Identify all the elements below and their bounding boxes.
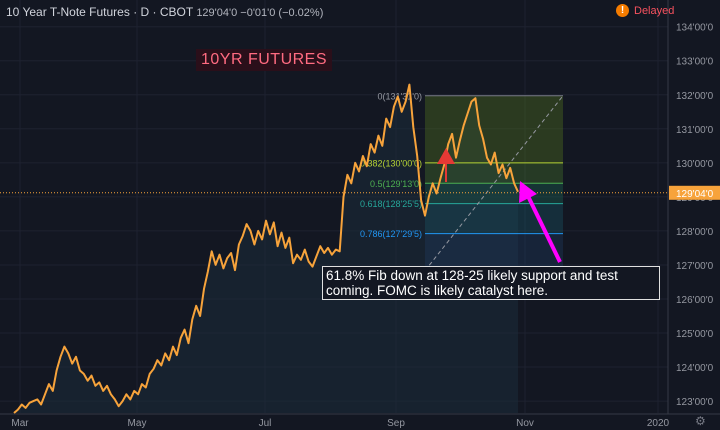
y-tick-label: 123'00'0 (676, 397, 714, 408)
delayed-label: Delayed (634, 4, 675, 17)
y-tick-label: 133'00'0 (676, 57, 714, 68)
symbol-header: 10 Year T-Note Futures · D · CBOT 129'04… (6, 5, 323, 19)
red-arrow-head (437, 148, 455, 164)
y-tick-label: 127'00'0 (676, 261, 714, 272)
y-tick-label: 126'00'0 (676, 295, 714, 306)
x-tick-label: Sep (387, 418, 405, 429)
alert-icon: ! (616, 4, 629, 17)
fib-zone (425, 183, 563, 204)
last-price-label: 129'04'0 (676, 189, 714, 200)
fib-zone (425, 162, 563, 184)
y-tick-label: 124'00'0 (676, 363, 714, 374)
y-tick-label: 134'00'0 (676, 23, 714, 34)
y-tick-label: 128'00'0 (676, 227, 714, 238)
gear-icon[interactable]: ⚙ (695, 414, 706, 428)
annotation-note[interactable]: 61.8% Fib down at 128-25 likely support … (322, 266, 660, 300)
y-tick-label: 132'00'0 (676, 91, 714, 102)
x-tick-label: Nov (516, 418, 534, 429)
y-tick-label: 131'00'0 (676, 125, 714, 136)
fib-level-label: 0.618(128'25'5) (360, 199, 422, 209)
fib-zone (425, 233, 563, 271)
chart-banner: 10YR FUTURES (196, 49, 333, 71)
fib-level-label: 0.382(130'00'0) (360, 158, 422, 168)
y-axis-panel (668, 0, 720, 430)
x-tick-label: Jul (259, 418, 272, 429)
fib-level-label: 0.786(127'29'5) (360, 229, 422, 239)
y-tick-label: 130'00'0 (676, 159, 714, 170)
delayed-status[interactable]: ! Delayed (616, 4, 674, 17)
magenta-arrow-shaft (525, 193, 562, 263)
fib-level-label: 0(131'31'0) (378, 91, 422, 101)
area-fill (14, 84, 518, 413)
series-line (13, 83, 519, 414)
y-tick-label: 125'00'0 (676, 329, 714, 340)
fib-level-label: 0.5(129'13'0) (370, 179, 422, 189)
last-price-tag (669, 185, 720, 200)
x-tick-label: Mar (11, 418, 29, 429)
magenta-arrow-head (519, 181, 537, 203)
price-readout: 129'04'0 −0'01'0 (−0.02%) (196, 7, 324, 19)
fib-trend-line (424, 95, 564, 272)
symbol-title: 10 Year T-Note Futures · D · CBOT (6, 5, 193, 19)
x-tick-label: 2020 (647, 418, 670, 429)
x-tick-label: May (128, 418, 147, 429)
